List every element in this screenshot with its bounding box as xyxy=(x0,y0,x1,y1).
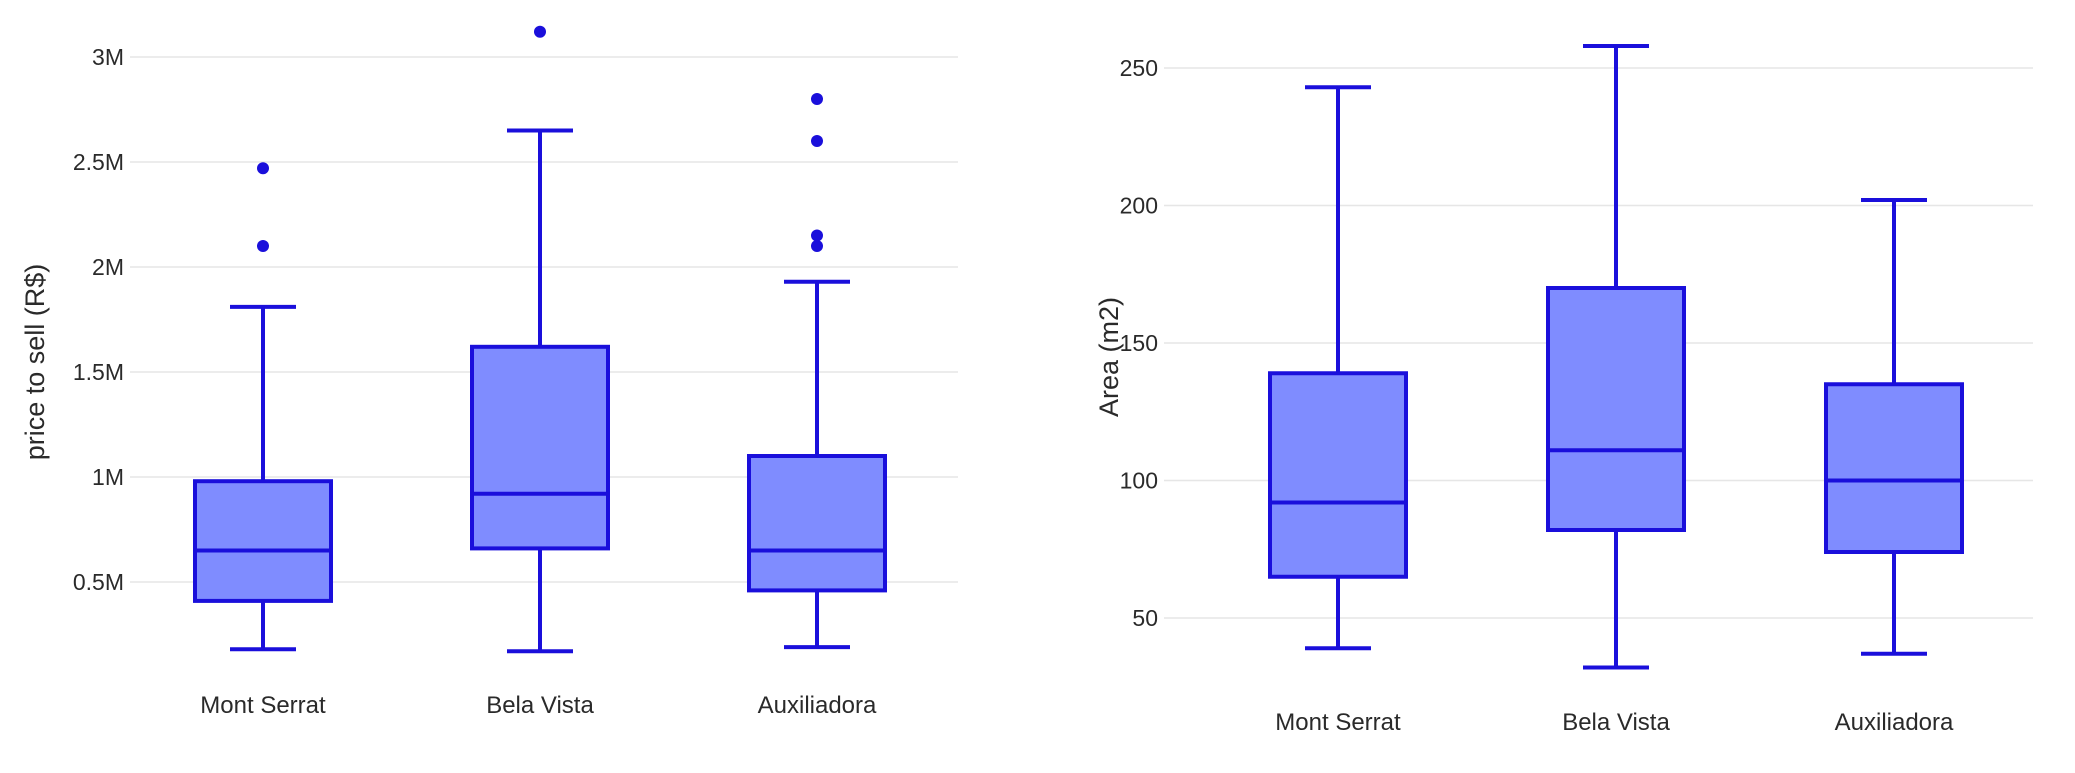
outlier-point xyxy=(257,162,269,175)
outlier-point xyxy=(811,135,823,147)
y-tick-label: 2.5M xyxy=(73,149,124,175)
y-tick-label: 2M xyxy=(92,254,124,280)
iqr-box xyxy=(1824,382,1964,554)
x-category-label: Mont Serrat xyxy=(200,692,326,719)
iqr-box xyxy=(747,454,887,593)
y-axis-title: Area (m2) xyxy=(1094,297,1124,417)
iqr-box xyxy=(1546,286,1686,532)
iqr-box xyxy=(470,344,610,551)
box-bela-vista xyxy=(470,25,610,654)
outlier-point xyxy=(534,25,546,38)
x-category-label: Mont Serrat xyxy=(1275,709,1401,736)
box-auxiliadora xyxy=(747,93,887,650)
x-category-label: Auxiliadora xyxy=(758,692,877,719)
x-category-label: Auxiliadora xyxy=(1835,709,1954,736)
outlier-point xyxy=(811,93,823,105)
box-auxiliadora xyxy=(1824,198,1964,656)
y-axis-title: price to sell (R$) xyxy=(20,264,50,461)
x-category-label: Bela Vista xyxy=(1562,709,1670,736)
y-tick-label: 50 xyxy=(1132,605,1158,631)
y-tick-label: 1M xyxy=(92,464,124,490)
y-tick-label: 100 xyxy=(1120,468,1158,494)
iqr-box xyxy=(1268,371,1408,579)
area-box-chart: 50 100 150 200 250 Area (m2) Mont Serrat Bela V… xyxy=(1094,44,2033,736)
outlier-point xyxy=(811,240,823,252)
outlier-point xyxy=(811,229,823,242)
y-tick-label: 1.5M xyxy=(73,359,124,385)
box-mont-serrat xyxy=(1268,85,1408,651)
y-tick-label: 0.5M xyxy=(73,569,124,595)
price-box-chart: 0.5M 1M 1.5M 2M 2.5M 3M price to sell (R$) Mont… xyxy=(20,25,958,719)
y-tick-label: 150 xyxy=(1120,330,1158,356)
box-mont-serrat xyxy=(193,162,333,652)
outlier-point xyxy=(257,240,269,252)
y-tick-label: 200 xyxy=(1120,193,1158,219)
y-tick-label: 3M xyxy=(92,44,124,70)
iqr-box xyxy=(193,479,333,603)
box-bela-vista xyxy=(1546,44,1686,670)
y-tick-label: 250 xyxy=(1120,55,1158,81)
x-category-label: Bela Vista xyxy=(486,692,594,719)
